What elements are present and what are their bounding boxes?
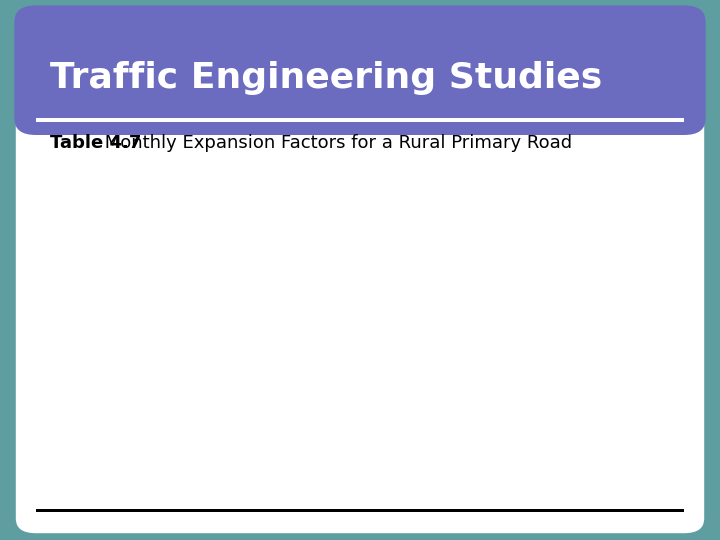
Text: 1450: 1450 (356, 236, 390, 250)
Text: 2000: 2000 (356, 390, 390, 404)
Text: 1.354: 1.354 (496, 410, 535, 424)
Text: Total yearly volume = 28,450.: Total yearly volume = 28,450. (42, 458, 220, 471)
Text: December: December (149, 410, 221, 424)
Text: 1.756: 1.756 (495, 198, 536, 212)
Text: 3750: 3750 (356, 352, 390, 366)
Text: February: February (154, 217, 216, 231)
Text: April: April (169, 255, 201, 269)
Text: 1200: 1200 (356, 217, 390, 231)
Text: 1350: 1350 (356, 198, 390, 212)
Text: Monthly Expansion Factors for a Rural Primary Road: Monthly Expansion Factors for a Rural Pr… (99, 134, 572, 152)
Text: 1.185: 1.185 (495, 390, 536, 404)
Text: October: October (157, 372, 213, 386)
Text: Month: Month (161, 168, 209, 183)
Text: Traffic Engineering Studies: Traffic Engineering Studies (50, 62, 603, 95)
Text: Mean average daily volume = 2370.: Mean average daily volume = 2370. (42, 475, 258, 488)
Text: September: September (147, 352, 223, 366)
Text: 1.975: 1.975 (495, 217, 536, 231)
Text: MEF: MEF (500, 168, 531, 183)
Text: June: June (170, 294, 200, 308)
Text: 0.948: 0.948 (495, 294, 536, 308)
Text: November: November (149, 390, 221, 404)
Text: January: January (158, 198, 212, 212)
Text: 1.481: 1.481 (495, 255, 536, 269)
Text: August: August (161, 333, 210, 347)
Text: 1.394: 1.394 (495, 275, 536, 289)
Text: 1750: 1750 (356, 410, 390, 424)
Text: 1700: 1700 (356, 275, 390, 289)
Text: 2500: 2500 (356, 372, 390, 386)
Text: 4550: 4550 (356, 333, 390, 347)
Text: ADT: ADT (357, 168, 389, 183)
Text: 0.578: 0.578 (496, 313, 535, 327)
Text: 2500: 2500 (356, 294, 390, 308)
Text: March: March (163, 236, 207, 250)
Text: 1600: 1600 (356, 255, 390, 269)
Text: 1.635: 1.635 (495, 236, 536, 250)
Text: May: May (171, 275, 199, 289)
Text: July: July (173, 313, 197, 327)
Text: Table 4.7: Table 4.7 (50, 134, 142, 152)
Text: 0.632: 0.632 (496, 352, 535, 366)
Text: 4100: 4100 (356, 313, 390, 327)
Text: 0.521: 0.521 (496, 333, 535, 347)
Text: 0.948: 0.948 (495, 372, 536, 386)
